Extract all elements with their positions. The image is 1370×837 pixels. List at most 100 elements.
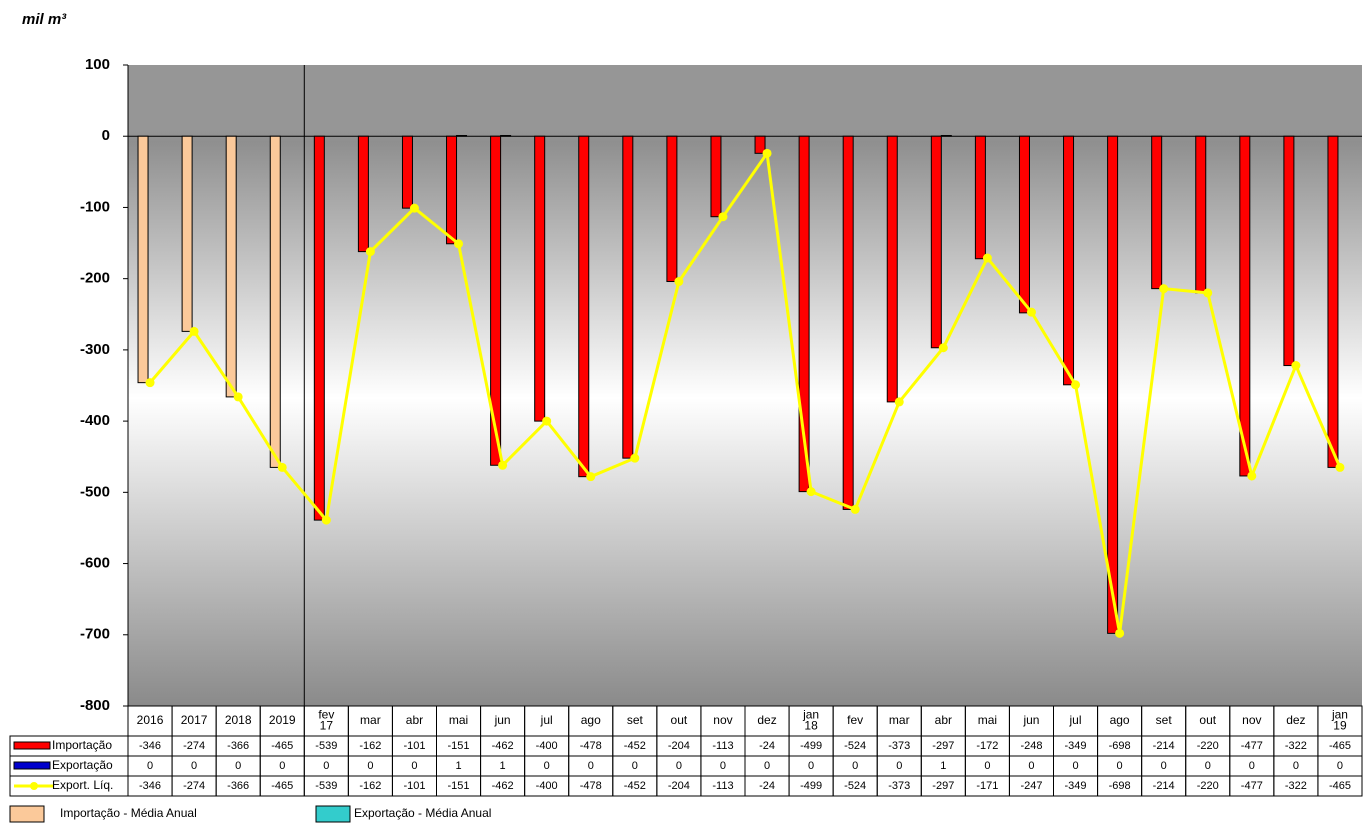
bar [1283, 135, 1295, 367]
marker [586, 472, 596, 482]
bar [754, 135, 766, 154]
table-value: -151 [448, 780, 470, 792]
table-value: 0 [1293, 760, 1299, 772]
table-value: 0 [191, 760, 197, 772]
table-value: 0 [720, 760, 726, 772]
table-value: -248 [1020, 740, 1042, 752]
x-tick-label: out [671, 713, 688, 727]
table-cell [1317, 775, 1363, 797]
y-tick-label: -700 [80, 626, 110, 643]
marker [762, 148, 772, 158]
marker [1247, 471, 1257, 481]
x-tick-label: jun [1022, 713, 1039, 727]
legend-swatch [13, 761, 51, 770]
table-value: 0 [588, 760, 594, 772]
marker [498, 460, 508, 470]
bar [490, 135, 502, 466]
table-value: 0 [676, 760, 682, 772]
table-value: -171 [976, 780, 998, 792]
legend-swatch [9, 805, 45, 823]
table-value: -346 [139, 740, 161, 752]
table-value: -24 [759, 740, 775, 752]
table-value: -274 [183, 780, 205, 792]
x-tick-label: mai [449, 713, 468, 727]
table-value: 1 [455, 760, 461, 772]
marker [850, 504, 860, 514]
legend-label: Importação [52, 738, 112, 752]
legend-label: Exportação [52, 758, 113, 772]
bar [974, 135, 986, 260]
table-value: -24 [759, 780, 775, 792]
bar [578, 135, 590, 478]
y-tick-label: 0 [102, 127, 110, 144]
bar [798, 135, 810, 493]
y-tick-label: -400 [80, 412, 110, 429]
table-value: -477 [1241, 780, 1263, 792]
marker [145, 378, 155, 388]
table-value: 0 [147, 760, 153, 772]
table-value: -539 [315, 740, 337, 752]
marker [718, 212, 728, 222]
x-tick-label: jun [494, 713, 511, 727]
table-value: -698 [1109, 740, 1131, 752]
y-tick-label: -100 [80, 198, 110, 215]
legend-swatch [13, 741, 51, 750]
bar [534, 135, 546, 422]
line [148, 149, 1342, 634]
table-value: -477 [1241, 740, 1263, 752]
table-value: 1 [500, 760, 506, 772]
legend-label: Exportação - Média Anual [354, 806, 491, 820]
bar [666, 135, 678, 283]
table-value: -322 [1285, 740, 1307, 752]
marker [674, 277, 684, 287]
bar [1107, 135, 1119, 634]
table-value: -499 [800, 740, 822, 752]
table-value: -274 [183, 740, 205, 752]
marker [806, 487, 816, 497]
x-tick-label: 2016 [137, 713, 164, 727]
x-tick-label: set [627, 713, 644, 727]
table-value: -366 [227, 740, 249, 752]
x-tick-label: abr [406, 713, 423, 727]
x-tick-label: nov [713, 713, 732, 727]
bar [181, 135, 193, 332]
table-value: 0 [544, 760, 550, 772]
table-value: -539 [315, 780, 337, 792]
marker [542, 416, 552, 426]
y-tick-label: -300 [80, 341, 110, 358]
marker [1115, 628, 1125, 638]
bar [500, 135, 512, 137]
bar [313, 135, 325, 521]
bar [269, 135, 281, 468]
bar [225, 135, 237, 398]
table-value: -465 [271, 740, 293, 752]
x-tick-label: out [1199, 713, 1216, 727]
table-value: 0 [1028, 760, 1034, 772]
table-value: -462 [492, 740, 514, 752]
bar [940, 135, 952, 137]
table-value: -151 [448, 740, 470, 752]
table-value: -465 [1329, 740, 1351, 752]
marker [365, 247, 375, 257]
bar [1063, 135, 1075, 386]
marker [982, 253, 992, 263]
table-value: -220 [1197, 740, 1219, 752]
table-value: -373 [888, 780, 910, 792]
bar [1327, 135, 1339, 468]
table-value: -349 [1065, 740, 1087, 752]
table-value: 0 [1205, 760, 1211, 772]
unit-label: mil m³ [22, 11, 67, 28]
table-value: 1 [940, 760, 946, 772]
y-tick-label: 100 [85, 56, 110, 73]
table-value: -349 [1065, 780, 1087, 792]
x-tick-label: jul [1069, 713, 1082, 727]
y-tick-label: -800 [80, 697, 110, 714]
table-value: -698 [1109, 780, 1131, 792]
bar [886, 135, 898, 403]
x-tick-label: set [1156, 713, 1173, 727]
table-value: -172 [976, 740, 998, 752]
marker [277, 462, 287, 472]
table-value: 0 [323, 760, 329, 772]
table-value: 0 [1117, 760, 1123, 772]
